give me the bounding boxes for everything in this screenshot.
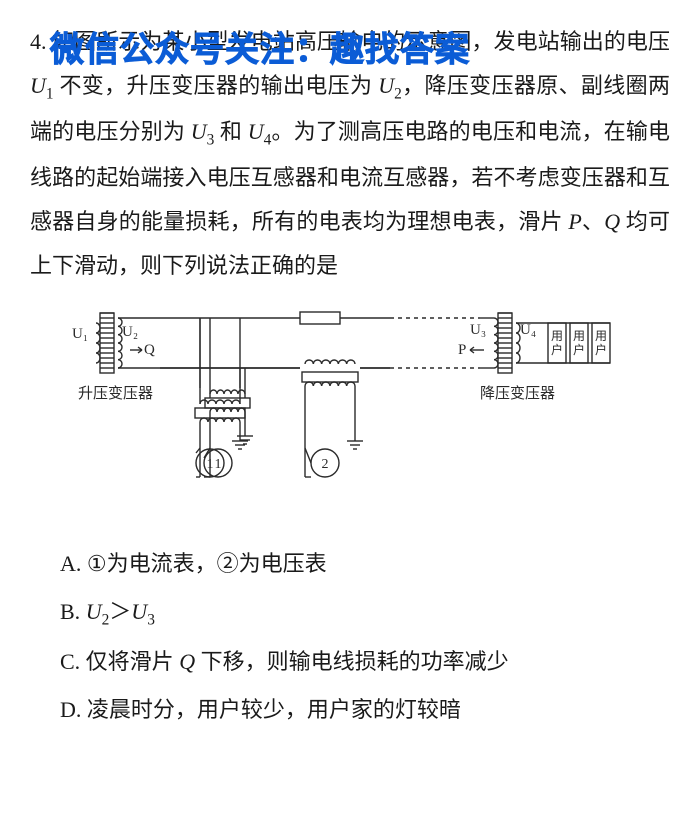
circuit-diagram: U₁U₂Q升压变压器U₃U₄P降压变压器用户用户用户121 bbox=[60, 298, 620, 533]
stem-text: 和 bbox=[214, 119, 247, 144]
opt-b-gt: ＞ bbox=[109, 599, 131, 624]
svg-text:2: 2 bbox=[322, 457, 329, 472]
question-number: 4. bbox=[30, 29, 47, 54]
option-b: B. U2＞U3 bbox=[60, 591, 670, 635]
option-a: A. ①为电流表，②为电压表 bbox=[60, 543, 670, 585]
opt-c-pre: C. 仅将滑片 bbox=[60, 649, 179, 674]
question-block: 微信公众号关注：趣找答案 4. 如图所示为某小型发电站高压输电的示意图，发电站输… bbox=[30, 20, 670, 730]
option-d: D. 凌晨时分，用户较少，用户家的灯较暗 bbox=[60, 689, 670, 731]
var-u4: U bbox=[248, 119, 264, 144]
var-u2-sub: 2 bbox=[394, 85, 402, 102]
dunhao: 、 bbox=[582, 209, 604, 234]
svg-text:户: 户 bbox=[595, 342, 607, 357]
opt-b-pre: B. bbox=[60, 599, 86, 624]
svg-text:U₂: U₂ bbox=[122, 324, 138, 340]
var-u3: U bbox=[191, 119, 207, 144]
opt-b-u2: U bbox=[86, 599, 102, 624]
option-c: C. 仅将滑片 Q 下移，则输电线损耗的功率减少 bbox=[60, 641, 670, 683]
watermark-text: 微信公众号关注：趣找答案 bbox=[50, 16, 470, 84]
var-q: Q bbox=[604, 209, 620, 234]
var-u1-sub: 1 bbox=[46, 85, 54, 102]
svg-text:用: 用 bbox=[573, 329, 585, 343]
svg-text:户: 户 bbox=[573, 342, 585, 357]
var-u1: U bbox=[30, 73, 46, 98]
svg-text:U₁: U₁ bbox=[72, 326, 88, 342]
svg-text:U₄: U₄ bbox=[520, 322, 536, 338]
circuit-svg: U₁U₂Q升压变压器U₃U₄P降压变压器用户用户用户121 bbox=[60, 298, 620, 518]
svg-text:户: 户 bbox=[551, 342, 563, 357]
svg-text:降压变压器: 降压变压器 bbox=[480, 385, 555, 402]
svg-text:用: 用 bbox=[595, 329, 607, 343]
svg-text:1: 1 bbox=[215, 457, 222, 472]
svg-text:用: 用 bbox=[551, 329, 563, 343]
svg-text:Q: Q bbox=[144, 342, 155, 358]
svg-text:P: P bbox=[458, 342, 466, 358]
opt-c-post: 下移，则输电线损耗的功率减少 bbox=[195, 649, 509, 674]
opt-c-q: Q bbox=[179, 649, 195, 674]
svg-text:U₃: U₃ bbox=[470, 322, 486, 338]
opt-b-u3sub: 3 bbox=[147, 612, 155, 629]
options-list: A. ①为电流表，②为电压表 B. U2＞U3 C. 仅将滑片 Q 下移，则输电… bbox=[60, 543, 670, 730]
var-p: P bbox=[568, 209, 581, 234]
opt-b-u3: U bbox=[131, 599, 147, 624]
svg-text:升压变压器: 升压变压器 bbox=[78, 385, 153, 402]
